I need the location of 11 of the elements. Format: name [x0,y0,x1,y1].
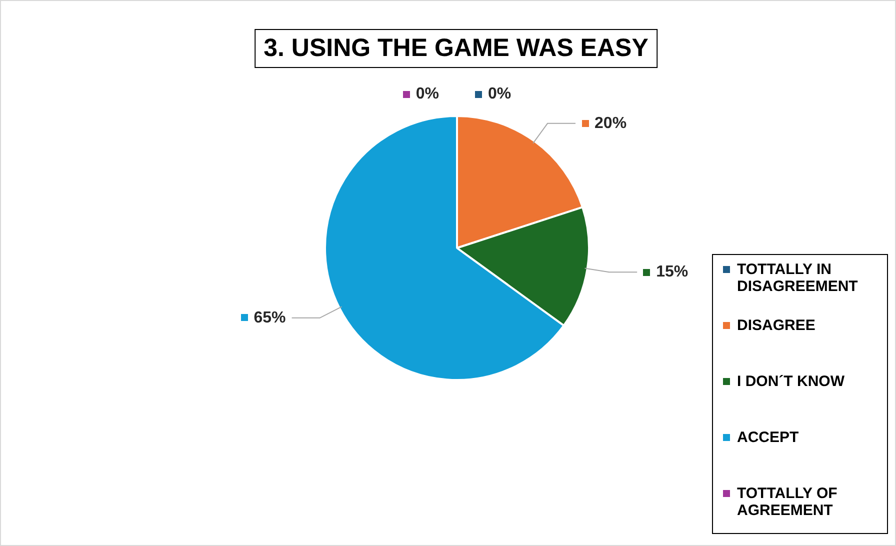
data-label: 20% [594,114,627,132]
legend-label: ACCEPT [737,429,799,446]
legend-label: I DON´T KNOW [737,373,844,390]
text: 0% [488,85,512,102]
text: 0% [416,85,439,102]
chart-title: 3. USING THE GAME WAS EASY [254,29,658,68]
legend-label: TOTTALLY IN DISAGREEMENT [737,261,859,295]
legend-label: TOTTALLY OF AGREEMENT [737,485,838,519]
data-label: 15% [656,263,688,280]
data-label: 65% [254,309,286,326]
legend-label: DISAGREE [737,317,816,334]
